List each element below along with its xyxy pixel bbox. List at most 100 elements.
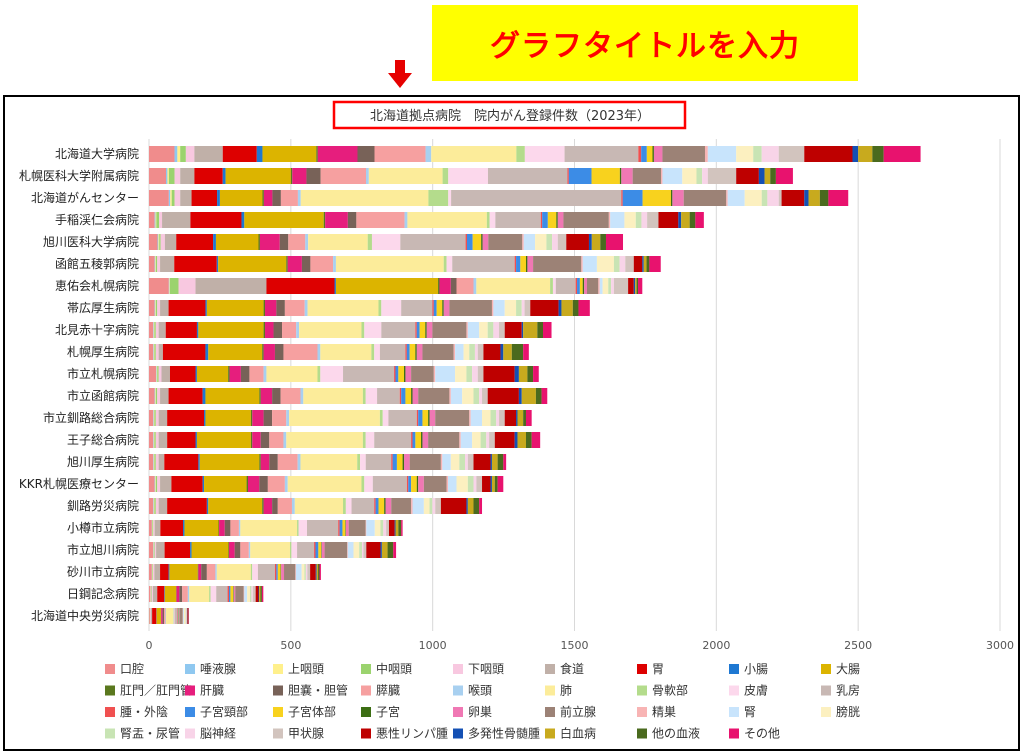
bar-segment [450,454,460,470]
bar-segment [404,454,410,470]
bar-segment [753,146,762,162]
bar-segment [300,190,429,206]
bar-segment [393,542,397,558]
bar-segment [582,256,597,272]
bar-segment [388,410,417,426]
bar-segment [357,454,361,470]
bar-segment [409,454,441,470]
bar-segment [298,520,308,536]
bar-segment [473,476,477,492]
bar-segment [472,366,478,382]
bar-segment [467,454,474,470]
bar-segment [259,234,280,250]
bar-segment [347,542,354,558]
bar-segment [455,344,464,360]
bar-segment [365,388,378,404]
bar-segment [282,322,297,338]
bar-segment [440,498,467,514]
bar-segment [230,586,234,602]
bar-segment [416,410,419,426]
bar-segment [619,256,626,272]
bar-segment [400,234,466,250]
legend-swatch [453,728,463,739]
bar-segment [398,366,405,382]
bar-segment [303,388,363,404]
bar-segment [466,498,468,514]
bar-segment [378,498,385,514]
bar-segment [401,520,403,536]
bar-segment [647,212,659,228]
legend-label: 子宮体部 [288,704,336,719]
bar-segment [535,234,547,250]
legend-swatch [105,685,115,696]
bar-segment [392,454,397,470]
bar-segment [490,410,497,426]
bar-segment [272,388,281,404]
bar-segment [297,454,301,470]
bar-segment [222,146,257,162]
bar-segment [356,212,405,228]
bar-segment [504,300,517,316]
bar-segment [649,256,661,272]
bar-segment [499,410,505,426]
bar-segment [477,366,484,382]
bar-segment [323,212,326,228]
bar-segment [469,344,475,360]
bar-segment [155,454,159,470]
bar-segment [198,564,202,580]
category-label: 北海道中央労災病院 [31,608,139,623]
bar-segment [290,168,293,184]
bar-segment [188,608,189,624]
bar-segment [778,146,805,162]
bar-segment [149,476,155,492]
bar-segment [622,190,643,206]
bar-segment [263,410,273,426]
bar-segment [153,520,155,536]
bar-segment [381,542,388,558]
bar-segment [158,454,165,470]
bar-segment [272,498,278,514]
bar-segment [321,542,322,558]
category-label: 恵佑会札幌病院 [55,278,139,293]
legend-swatch [729,728,739,739]
bar-segment [183,608,184,624]
bar-segment [154,300,156,316]
legend-label: 皮膚 [744,683,768,698]
bar-segment [494,476,498,492]
bar-segment [470,410,483,426]
bar-segment [301,564,305,580]
bar-segment [157,256,161,272]
bar-segment [153,322,155,338]
bar-segment [287,476,362,492]
bar-segment [305,564,308,580]
bar-segment [256,146,263,162]
bar-segment [161,366,170,382]
bar-segment [493,300,505,316]
bar-segment [180,146,186,162]
bar-segment [411,366,434,382]
bar-segment [516,300,522,316]
bar-segment [286,432,363,448]
bar-segment [191,190,218,206]
bar-segment [208,344,263,360]
bar-segment [396,454,403,470]
bar-segment [425,322,427,338]
bar-segment [280,190,298,206]
bar-segment [316,564,319,580]
bar-segment [467,476,474,492]
bar-segment [661,168,663,184]
bar-segment [610,212,625,228]
bar-segment [543,322,552,338]
bar-segment [150,608,153,624]
bar-segment [438,278,440,294]
bar-segment [450,278,457,294]
title-highlight-box [332,100,687,130]
bar-segment [194,146,223,162]
legend-swatch [185,707,195,717]
bar-segment [160,234,165,250]
bar-segment [174,168,181,184]
bar-segment [552,234,558,250]
bar-segment [521,388,536,404]
bar-segment [584,278,587,294]
bar-segment [442,454,451,470]
